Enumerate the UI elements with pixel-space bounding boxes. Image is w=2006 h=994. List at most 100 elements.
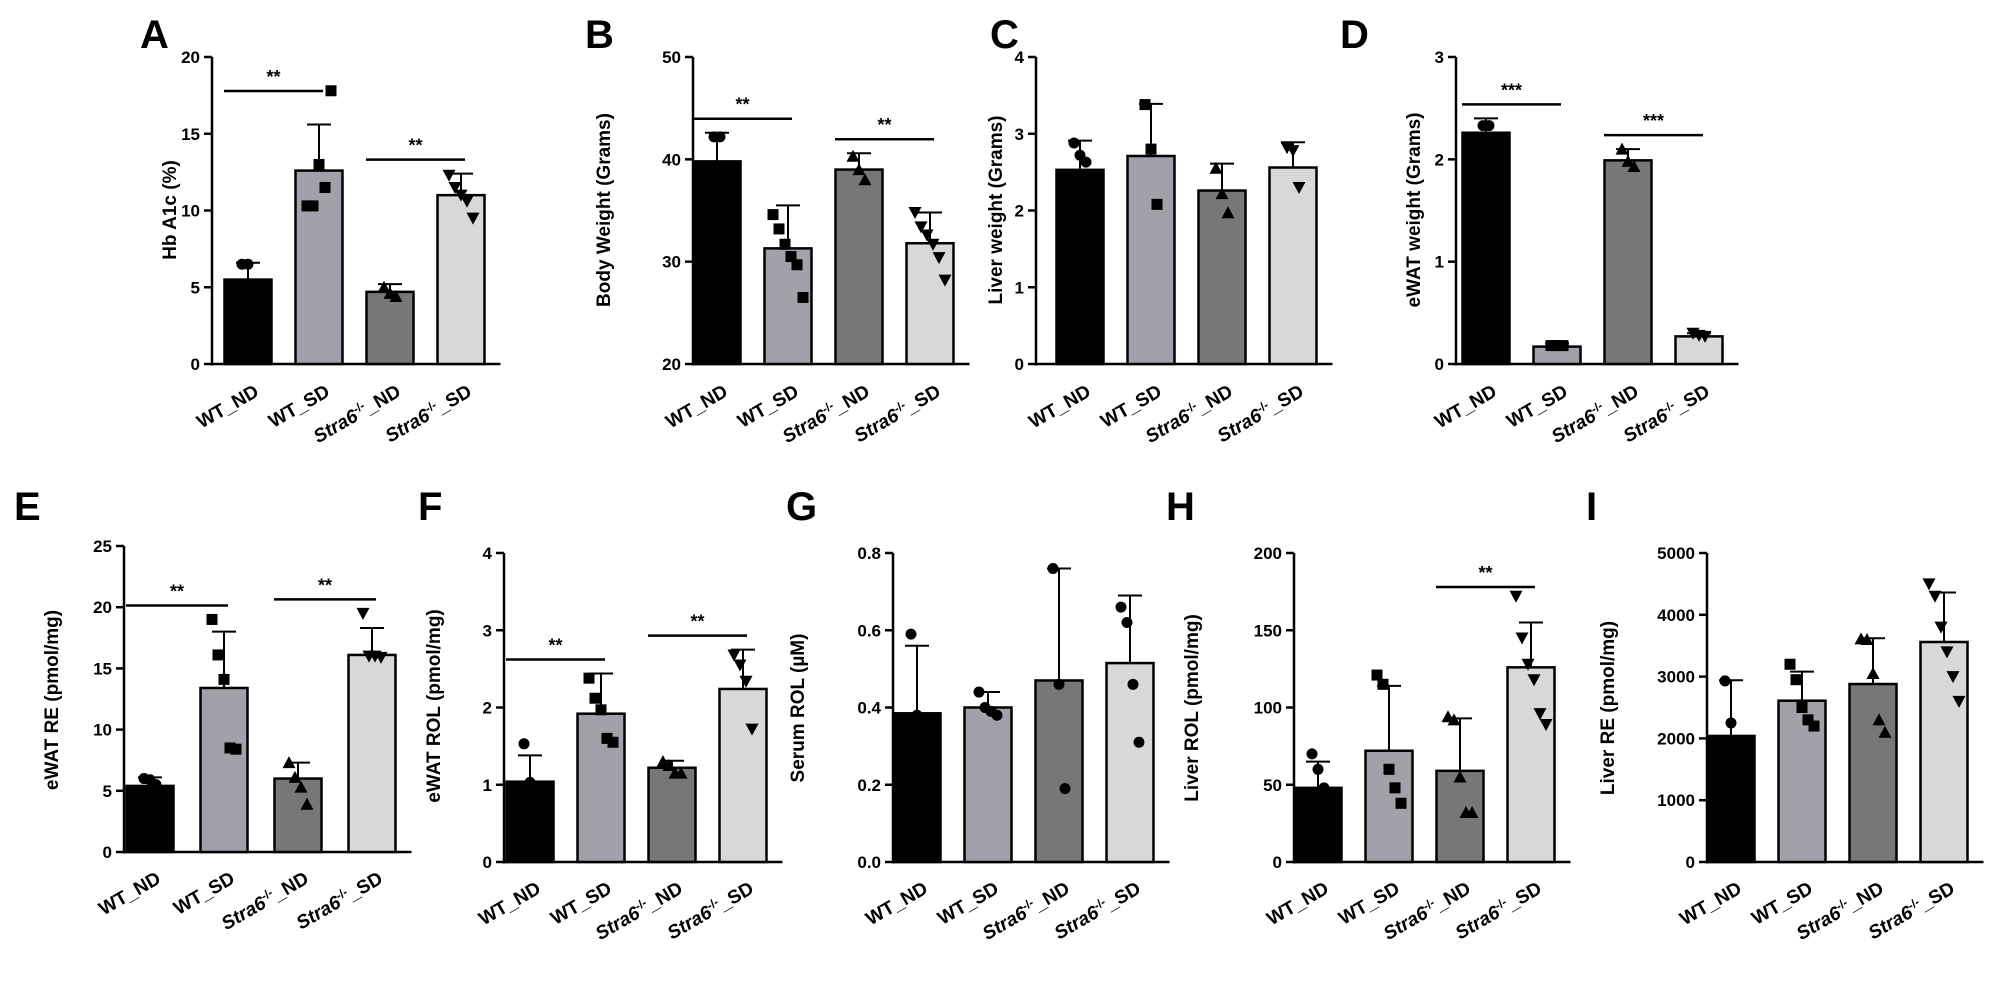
- bar: [436, 193, 486, 366]
- bar: [294, 169, 344, 366]
- bar: [1055, 168, 1105, 366]
- data-point: [1539, 718, 1553, 731]
- data-point: [466, 212, 480, 225]
- data-point: [739, 675, 753, 688]
- y-tick-label: 0.0: [857, 853, 881, 872]
- data-point: [1860, 633, 1874, 646]
- y-tick-label: 0: [1015, 355, 1024, 374]
- data-point: [607, 736, 619, 748]
- y-axis-label: Liver ROL (pmol/mg): [1182, 614, 1203, 802]
- data-point: [1521, 658, 1535, 671]
- bar: [1506, 666, 1556, 864]
- data-point: [1719, 675, 1731, 687]
- data-point: [1790, 674, 1802, 686]
- data-point: [1115, 601, 1127, 613]
- y-tick-label: 4000: [1657, 606, 1695, 625]
- data-point: [294, 780, 308, 793]
- data-point: [1286, 145, 1300, 158]
- panel-letter: A: [140, 13, 169, 57]
- y-tick-label: 2: [483, 699, 492, 718]
- bar: [1461, 131, 1511, 366]
- y-tick-label: 25: [93, 537, 112, 556]
- bar: [1848, 682, 1898, 864]
- data-point: [914, 221, 928, 234]
- y-tick-label: 0: [1686, 853, 1695, 872]
- x-tick-suffix: _ND: [1192, 381, 1236, 419]
- data-point: [212, 649, 224, 661]
- y-tick-label: 20: [93, 598, 112, 617]
- y-tick-label: 1: [1015, 278, 1024, 297]
- x-tick-suffix: _SD: [1502, 878, 1545, 915]
- x-tick-label: WT_ND: [1676, 878, 1745, 930]
- data-point: [1280, 142, 1294, 155]
- data-point: [1483, 120, 1495, 132]
- data-point: [150, 779, 162, 791]
- significance-label: **: [1478, 563, 1492, 583]
- y-tick-label: 5: [103, 782, 112, 801]
- data-point: [524, 776, 536, 788]
- data-point: [1928, 590, 1942, 603]
- bar: [199, 686, 249, 854]
- y-axis-label: eWAT RE (pmol/mg): [42, 610, 63, 790]
- bar: [905, 241, 955, 366]
- data-point: [1389, 782, 1401, 794]
- data-point: [1221, 206, 1235, 219]
- data-point: [714, 131, 726, 143]
- data-point: [325, 85, 337, 97]
- panel-letter: B: [585, 13, 614, 57]
- bar: [1268, 166, 1318, 366]
- data-point: [733, 659, 747, 672]
- significance-label: **: [735, 95, 749, 115]
- y-tick-label: 0: [191, 355, 200, 374]
- x-tick-suffix: _SD: [714, 878, 757, 915]
- x-tick-suffix: _ND: [829, 381, 873, 419]
- x-tick-suffix: _ND: [642, 878, 686, 916]
- y-axis-label: eWAT ROL (pmol/mg): [424, 609, 445, 803]
- data-point: [595, 704, 607, 716]
- data-point: [583, 672, 595, 684]
- data-point: [1318, 782, 1330, 794]
- bar: [963, 706, 1013, 864]
- data-point: [1872, 713, 1886, 726]
- significance-label: **: [408, 136, 422, 156]
- y-tick-label: 0: [483, 853, 492, 872]
- x-tick-suffix: _SD: [1264, 381, 1307, 418]
- panel-i: I 0 1000 2000 3000 4000 5000 Liver RE (pmol/mg)…: [1586, 485, 1984, 945]
- data-point: [248, 284, 260, 296]
- x-tick-label: WT_ND: [662, 381, 731, 433]
- x-tick-label: WT_ND: [1025, 381, 1094, 433]
- data-point: [1068, 137, 1080, 149]
- bar: [1034, 679, 1084, 864]
- data-point: [767, 209, 779, 221]
- x-tick-suffix: _SD: [343, 868, 386, 905]
- data-point: [242, 258, 254, 270]
- significance-label: **: [266, 67, 280, 87]
- significance-label: **: [877, 115, 891, 135]
- data-point: [1866, 667, 1880, 680]
- data-point: [1306, 748, 1318, 760]
- data-point: [1731, 739, 1743, 751]
- y-tick-label: 0: [1273, 853, 1282, 872]
- data-point: [727, 649, 741, 662]
- data-point: [1808, 720, 1820, 732]
- y-tick-label: 10: [181, 202, 200, 221]
- data-point: [313, 158, 325, 170]
- data-point: [917, 783, 929, 795]
- data-point: [1453, 770, 1467, 783]
- y-tick-label: 30: [662, 253, 681, 272]
- data-point: [1551, 340, 1563, 352]
- x-tick-suffix: _SD: [1101, 878, 1144, 915]
- data-point: [973, 686, 985, 698]
- bar: [365, 290, 415, 366]
- data-point: [1383, 763, 1395, 775]
- bar: [347, 653, 397, 854]
- y-tick-label: 4: [483, 544, 493, 563]
- y-tick-label: 200: [1254, 544, 1282, 563]
- data-point: [905, 628, 917, 640]
- data-point: [1377, 678, 1389, 690]
- data-point: [460, 195, 474, 208]
- data-point: [1946, 671, 1960, 684]
- data-point: [991, 709, 1003, 721]
